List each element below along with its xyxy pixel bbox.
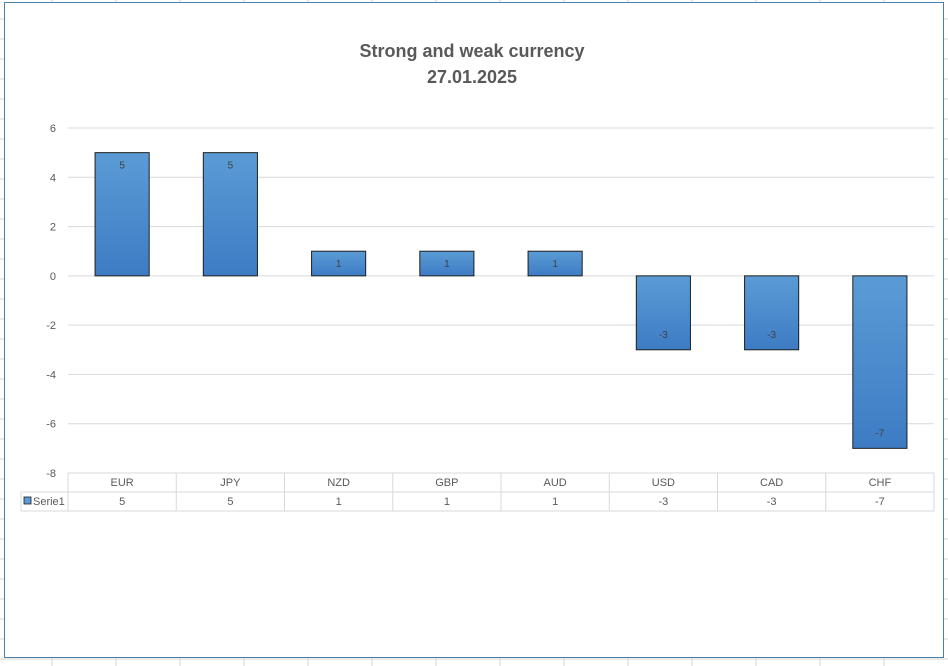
- x-category-label: CAD: [760, 477, 783, 489]
- bar-eur: [94, 152, 150, 277]
- table-value: -7: [875, 496, 885, 508]
- table-value: -3: [767, 496, 777, 508]
- table-value: 1: [336, 496, 342, 508]
- bar-usd: [635, 275, 691, 351]
- data-label: 5: [228, 161, 234, 172]
- y-tick-label: 0: [50, 271, 56, 283]
- bar-gbp: [419, 250, 475, 277]
- y-tick-label: -2: [46, 320, 56, 332]
- y-tick-label: -4: [46, 369, 56, 381]
- table-value: 1: [444, 496, 450, 508]
- table-value: 1: [552, 496, 558, 508]
- y-tick-label: 2: [50, 222, 56, 234]
- chart-subtitle: 27.01.2025: [426, 67, 518, 87]
- table-value: 5: [227, 496, 233, 508]
- y-tick-label: 4: [50, 172, 56, 184]
- data-label: -7: [875, 428, 884, 439]
- chart-title: Strong and weak currency: [359, 41, 585, 61]
- data-label: 1: [336, 259, 342, 270]
- x-category-label: AUD: [544, 477, 567, 489]
- chart-title-block: Strong and weak currency 27.01.2025: [0, 38, 944, 90]
- data-label: 1: [444, 259, 450, 270]
- x-category-label: EUR: [111, 477, 134, 489]
- bar-chf: [852, 275, 908, 449]
- data-label: -3: [767, 330, 776, 341]
- data-label: 5: [119, 161, 125, 172]
- bar-jpy: [202, 152, 258, 277]
- data-label: -3: [659, 330, 668, 341]
- table-value: 5: [119, 496, 125, 508]
- x-category-label: GBP: [435, 477, 458, 489]
- bar-nzd: [311, 250, 367, 277]
- bar-aud: [527, 250, 583, 277]
- table-value: -3: [658, 496, 668, 508]
- legend-key: [23, 496, 32, 505]
- x-category-label: NZD: [327, 477, 350, 489]
- y-tick-label: -8: [46, 468, 56, 480]
- legend-series-name: Serie1: [33, 496, 65, 508]
- x-category-label: JPY: [220, 477, 241, 489]
- x-category-label: USD: [652, 477, 675, 489]
- y-tick-label: 6: [50, 123, 56, 135]
- bar-cad: [744, 275, 800, 351]
- x-category-label: CHF: [869, 477, 892, 489]
- data-label: 1: [552, 259, 558, 270]
- y-tick-label: -6: [46, 419, 56, 431]
